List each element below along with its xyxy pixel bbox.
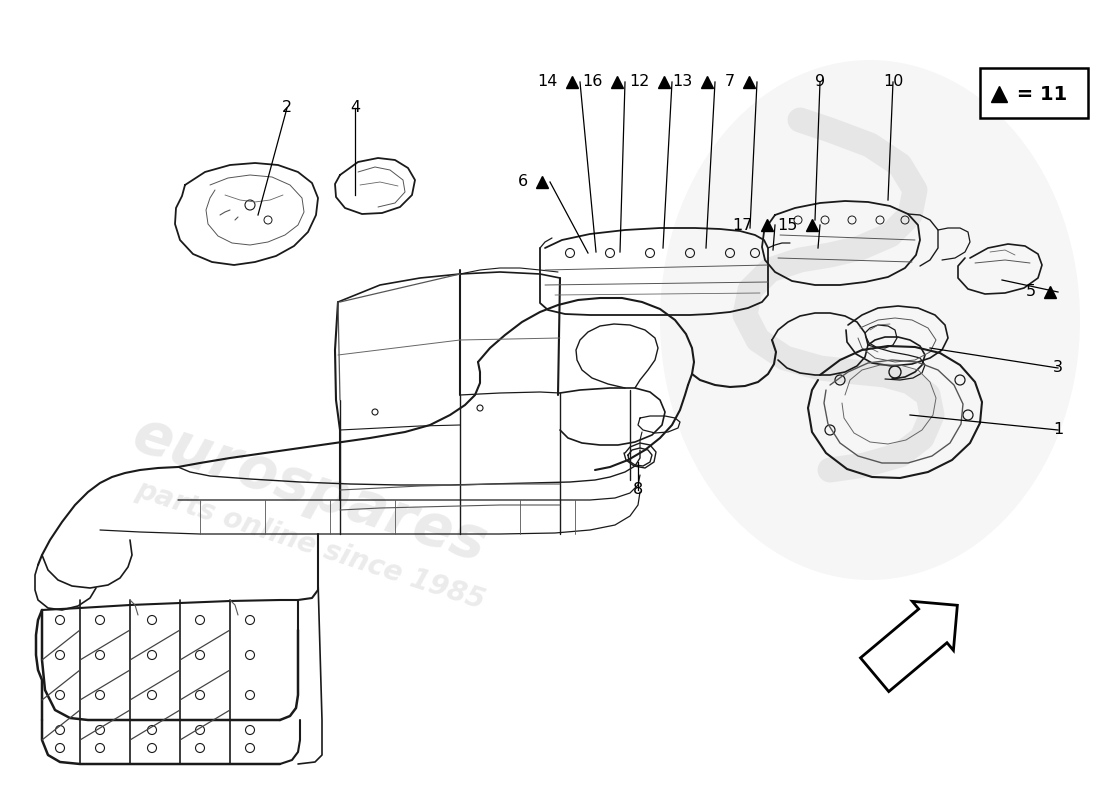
Text: 7: 7: [725, 74, 735, 90]
FancyBboxPatch shape: [980, 68, 1088, 118]
Text: eurospares: eurospares: [125, 406, 494, 574]
Text: 16: 16: [583, 74, 603, 90]
Text: 6: 6: [518, 174, 528, 190]
Ellipse shape: [660, 60, 1080, 580]
Text: 13: 13: [673, 74, 693, 90]
Text: = 11: = 11: [1010, 85, 1067, 103]
Text: 1: 1: [1053, 422, 1063, 438]
Text: 12: 12: [629, 74, 650, 90]
Text: 4: 4: [350, 101, 360, 115]
Text: 10: 10: [883, 74, 903, 90]
Text: 8: 8: [632, 482, 644, 498]
Text: 5: 5: [1026, 285, 1036, 299]
Text: 9: 9: [815, 74, 825, 90]
Text: 3: 3: [1053, 361, 1063, 375]
Text: parts online since 1985: parts online since 1985: [132, 475, 488, 614]
Text: 2: 2: [282, 101, 293, 115]
Text: 17: 17: [733, 218, 754, 233]
Text: 14: 14: [538, 74, 558, 90]
Text: 15: 15: [778, 218, 798, 233]
